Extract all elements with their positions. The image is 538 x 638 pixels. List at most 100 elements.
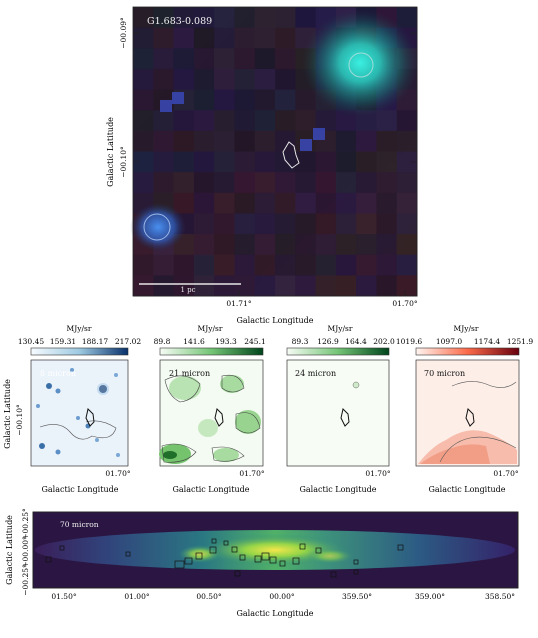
rgb-pixel — [356, 192, 377, 214]
rgb-pixel — [275, 130, 296, 152]
rgb-image-pixels — [133, 7, 418, 297]
rgb-pixel — [335, 213, 357, 235]
rgb-pixel — [234, 172, 256, 194]
panel3-unit: MJy/sr — [328, 324, 353, 333]
rgb-pixel — [193, 27, 215, 49]
top-xlabel-text: Galactic Longitude — [237, 316, 314, 325]
panel-70-micron: MJy/sr 1019.6 1097.0 1174.4 1251.9 70 mi… — [396, 324, 533, 467]
rgb-pixel — [295, 7, 317, 29]
rgb-pixel — [396, 7, 418, 29]
rgb-pixel — [275, 68, 296, 90]
rgb-pixel — [173, 192, 195, 214]
small-ytick: −00.10° — [15, 404, 24, 436]
rgb-pixel — [173, 130, 195, 152]
rgb-pixel — [254, 7, 276, 29]
rgb-pixel — [193, 151, 215, 173]
rgb-pixel — [133, 130, 154, 152]
panel4-cb-tick-1: 1097.0 — [436, 337, 462, 346]
panel1-stars — [36, 368, 120, 457]
rgb-pixel — [173, 151, 195, 173]
rgb-pixel — [396, 192, 418, 214]
panel1-cb-tick-2: 188.17 — [82, 337, 108, 346]
panel3-cb-tick-3: 202.0 — [373, 337, 395, 346]
rgb-pixel — [173, 48, 195, 70]
rgb-pixel — [214, 68, 235, 90]
rgb-pixel — [254, 130, 276, 152]
panel3-xtick: 01.70° — [365, 469, 390, 478]
rgb-pixel — [214, 110, 235, 132]
bottom-xtick-2: 00.50° — [196, 592, 221, 601]
bottom-image-figure: 70 micron 01.50° 01.00° 00.50° 00.00° 35… — [5, 508, 519, 618]
panel2-cb-tick-3: 245.1 — [244, 337, 265, 346]
rgb-pixel — [295, 89, 317, 111]
rgb-pixel — [254, 213, 276, 235]
rgb-pixel — [275, 48, 296, 70]
region-box — [59, 545, 65, 551]
rgb-pixel — [193, 275, 215, 297]
region-box — [223, 540, 229, 546]
rgb-pixel — [356, 151, 377, 173]
rgb-pixel — [315, 275, 337, 297]
rgb-pixel — [275, 234, 296, 256]
rgb-pixel — [295, 213, 317, 235]
rgb-pixel — [254, 151, 276, 173]
rgb-pixel — [396, 130, 418, 152]
rgb-pixel — [396, 110, 418, 132]
rgb-pixel — [335, 234, 357, 256]
panel3-band-label: 24 micron — [295, 369, 336, 378]
rgb-pixel — [173, 7, 195, 29]
small-ylabel: Galactic Latitude — [3, 379, 12, 449]
rgb-pixel — [275, 110, 296, 132]
rgb-pixel — [133, 68, 154, 90]
rgb-pixel — [133, 27, 154, 49]
rgb-pixel — [254, 275, 276, 297]
region-box — [261, 552, 270, 561]
source-name-label: G1.683-0.089 — [147, 16, 212, 27]
rgb-pixel — [133, 254, 154, 276]
panel1-image — [30, 359, 129, 467]
bottom-xtick-4: 359.50° — [342, 592, 372, 601]
rgb-pixel — [295, 110, 317, 132]
rgb-pixel — [396, 254, 418, 276]
panel3-image — [286, 359, 390, 467]
panel4-cb-tick-2: 1174.4 — [474, 337, 500, 346]
rgb-pixel — [214, 234, 235, 256]
rgb-bright-pixel — [313, 128, 325, 140]
rgb-pixel — [153, 110, 175, 132]
region-box — [195, 552, 203, 560]
bottom-ylabel: Galactic Latitude — [5, 515, 14, 585]
rgb-pixel — [214, 130, 235, 152]
rgb-pixel — [234, 27, 256, 49]
top-xtick-1: 01.71° — [226, 299, 251, 308]
top-ytick-2: −00.10° — [119, 146, 128, 178]
panel4-xtick: 01.70° — [493, 469, 518, 478]
rgb-pixel — [193, 172, 215, 194]
rgb-pixel — [254, 172, 276, 194]
source-circle-blue — [143, 213, 171, 241]
panel3-cb-tick-2: 164.4 — [345, 337, 367, 346]
rgb-pixel — [335, 151, 357, 173]
top-ylabel: Galactic Latitude — [106, 117, 115, 187]
region-box — [239, 554, 246, 561]
panel4-cb-tick-3: 1251.9 — [507, 337, 533, 346]
blue-source-glow — [130, 203, 186, 251]
rgb-pixel — [153, 68, 175, 90]
scale-bar-label: 1 pc — [180, 286, 195, 294]
rgb-pixel — [173, 275, 195, 297]
top-ytick-1: −00.09° — [119, 17, 128, 49]
rgb-pixel — [275, 7, 296, 29]
rgb-pixel — [295, 254, 317, 276]
rgb-pixel — [193, 234, 215, 256]
region-box — [269, 556, 277, 564]
top-image-figure: 1 pc G1.683-0.089 01.71° 01.70° −00.09° … — [106, 6, 418, 321]
panel2-colorbar — [159, 347, 264, 356]
rgb-pixel — [275, 151, 296, 173]
rgb-bright-pixel — [172, 92, 184, 104]
rgb-pixel — [356, 213, 377, 235]
panel4-colorbar — [415, 347, 520, 356]
rgb-pixel — [234, 192, 256, 214]
top-xtick-2: 01.70° — [392, 299, 417, 308]
region-box — [397, 544, 404, 551]
rgb-pixel — [153, 254, 175, 276]
bottom-panel: 70 micron 01.50° 01.00° 00.50° 00.00° 35… — [0, 500, 538, 634]
